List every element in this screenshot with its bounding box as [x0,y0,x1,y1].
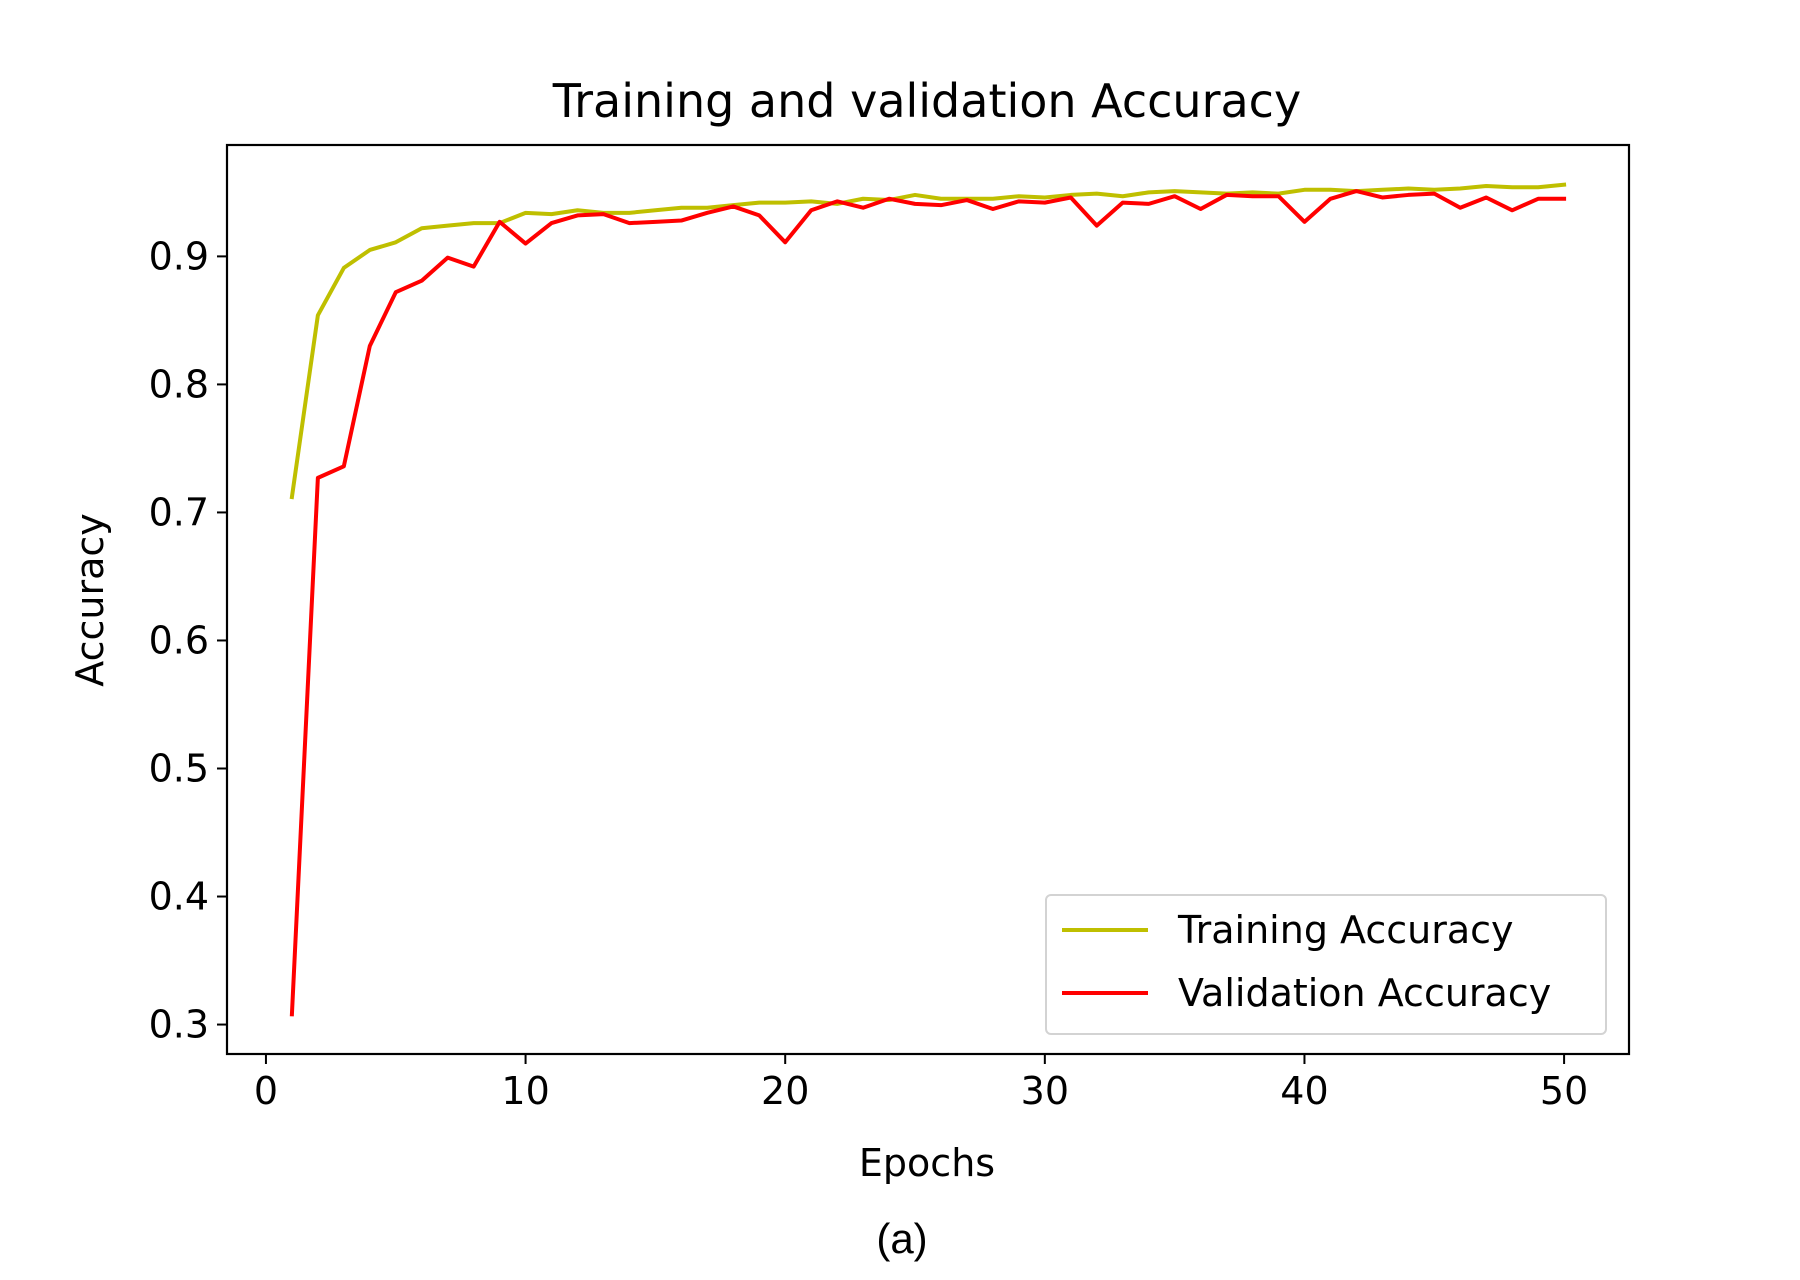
x-tick-label: 40 [1280,1069,1328,1113]
legend: Training Accuracy Validation Accuracy [1045,894,1607,1035]
series-layer [289,182,1567,1017]
legend-label-training: Training Accuracy [1177,908,1514,952]
y-tick-label: 0.4 [149,875,209,919]
y-tick-label: 0.3 [149,1003,209,1047]
y-axis-label: Accuracy [68,513,112,687]
y-tick-label: 0.8 [149,362,209,406]
chart-title: Training and validation Accuracy [552,74,1301,128]
plot-frame [225,143,1631,1056]
y-tick-label: 0.7 [149,490,209,534]
y-tick-label: 0.9 [149,234,209,278]
x-tick-label: 10 [501,1069,549,1113]
x-axis-label: Epochs [859,1141,995,1185]
figure-caption: (a) [876,1215,927,1262]
x-tick-label: 20 [761,1069,809,1113]
legend-box [1045,894,1607,1035]
y-tick-label: 0.5 [149,746,209,790]
tick-layer: 0 10 20 30 40 50 0.3 0.4 0.5 0.6 0.7 0.8 0.9 [149,234,1589,1113]
x-tick-label: 50 [1540,1069,1588,1113]
legend-label-validation: Validation Accuracy [1178,971,1551,1015]
x-tick-label: 0 [254,1069,278,1113]
validation-accuracy-line [289,189,1567,1017]
x-tick-label: 30 [1021,1069,1069,1113]
y-tick-label: 0.6 [149,618,209,662]
